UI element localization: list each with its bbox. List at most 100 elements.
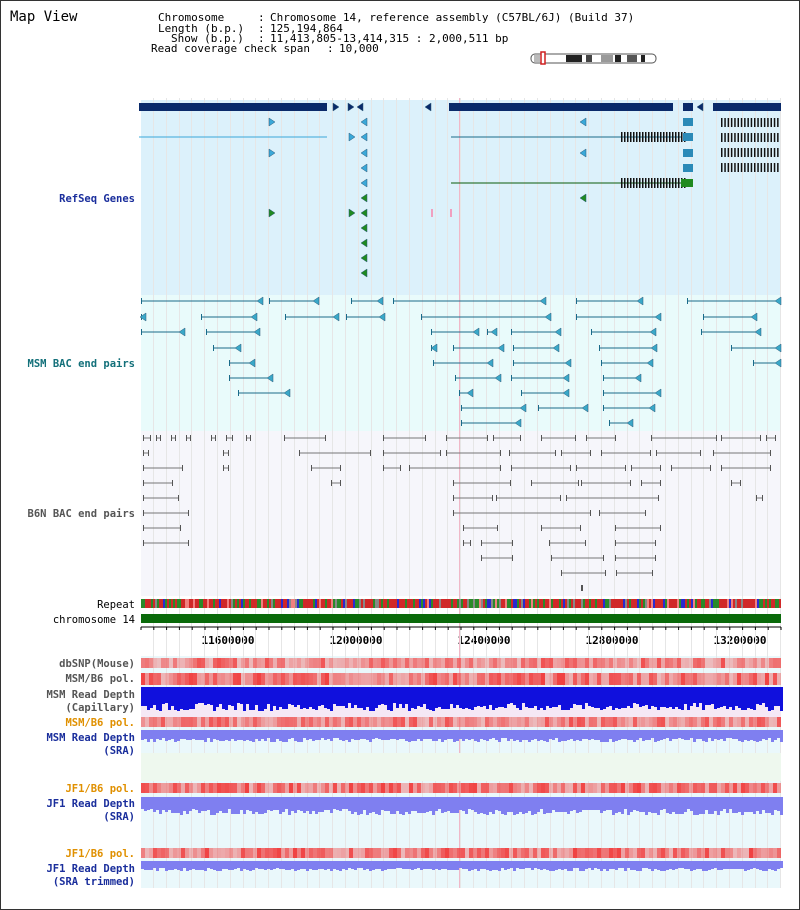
polymorphism-cell — [257, 717, 261, 727]
gene-feature — [683, 118, 693, 126]
repeat-element — [299, 599, 301, 608]
polymorphism-cell — [713, 673, 717, 685]
read-depth-bar — [237, 687, 240, 703]
read-depth-bar — [621, 861, 624, 868]
read-depth-bar — [378, 861, 381, 869]
bac-end — [641, 480, 642, 486]
polymorphism-cell — [481, 717, 485, 727]
read-depth-bar — [456, 861, 459, 870]
repeat-element — [635, 599, 637, 608]
jf1-read-depth-sra-sublabel: (SRA) — [103, 811, 135, 823]
exon-mark — [642, 132, 644, 142]
read-depth-bar — [645, 687, 648, 705]
read-depth-bar — [171, 797, 174, 813]
polymorphism-cell — [677, 658, 681, 668]
polymorphism-cell — [477, 783, 481, 793]
polymorphism-cell — [725, 658, 729, 668]
read-depth-bar — [225, 861, 228, 869]
repeat-element — [509, 599, 511, 608]
read-depth-bar — [441, 861, 444, 869]
read-depth-bar — [768, 861, 771, 869]
polymorphism-cell — [433, 848, 437, 858]
polymorphism-cell — [433, 783, 437, 793]
bac-end — [562, 373, 570, 383]
polymorphism-cell — [569, 783, 573, 793]
read-depth-bar — [144, 730, 147, 739]
exon-mark — [730, 148, 733, 157]
read-depth-bar — [213, 730, 216, 739]
polymorphism-cell — [509, 717, 513, 727]
bac-end — [453, 480, 454, 486]
repeat-element — [343, 599, 345, 608]
polymorphism-cell — [333, 658, 337, 668]
exon-mark — [754, 163, 756, 172]
polymorphism-cell — [329, 783, 333, 793]
repeat-element — [637, 599, 639, 608]
polymorphism-cell — [397, 783, 401, 793]
polymorphism-cell — [509, 673, 513, 685]
read-depth-bar — [480, 730, 483, 739]
polymorphism-cell — [201, 658, 205, 668]
bac-end — [513, 345, 514, 351]
polymorphism-cell — [505, 673, 509, 685]
read-depth-bar — [396, 861, 399, 868]
read-depth-bar — [285, 730, 288, 742]
repeat-element — [307, 599, 309, 608]
exon-mark — [747, 163, 749, 172]
repeat-element — [775, 599, 777, 608]
read-depth-bar — [513, 797, 516, 815]
bac-end — [497, 343, 505, 353]
repeat-element — [495, 599, 497, 608]
read-depth-bar — [288, 730, 291, 739]
read-depth-bar — [582, 861, 585, 871]
polymorphism-cell — [737, 717, 741, 727]
polymorphism-cell — [685, 783, 689, 793]
polymorphism-cell — [717, 717, 721, 727]
read-depth-bar — [201, 687, 204, 703]
bac-end — [283, 388, 291, 398]
bac-end — [246, 435, 247, 441]
read-depth-bar — [708, 797, 711, 814]
read-depth-bar — [744, 861, 747, 871]
read-depth-bar — [195, 687, 198, 704]
polymorphism-cell — [593, 848, 597, 858]
polymorphism-cell — [737, 783, 741, 793]
read-depth-bar — [240, 797, 243, 810]
polymorphism-cell — [213, 658, 217, 668]
bac-end — [511, 465, 512, 471]
exon-mark — [750, 163, 753, 172]
gene-arrow — [579, 117, 587, 127]
gene-feature — [683, 149, 693, 157]
polymorphism-cell — [413, 848, 417, 858]
polymorphism-cell — [601, 717, 605, 727]
polymorphism-cell — [773, 673, 777, 685]
polymorphism-cell — [397, 658, 401, 668]
polymorphism-cell — [713, 717, 717, 727]
read-depth-bar — [690, 730, 693, 738]
polymorphism-cell — [613, 848, 617, 858]
read-depth-bar — [690, 797, 693, 811]
polymorphism-cell — [385, 717, 389, 727]
polymorphism-cell — [573, 783, 577, 793]
repeat-element — [715, 599, 717, 608]
read-depth-bar — [411, 730, 414, 741]
polymorphism-cell — [353, 848, 357, 858]
read-depth-bar — [537, 730, 540, 741]
grid-line — [652, 98, 653, 888]
polymorphism-cell — [165, 783, 169, 793]
repeat-element — [503, 599, 505, 608]
read-depth-bar — [492, 861, 495, 870]
polymorphism-cell — [349, 673, 353, 685]
read-depth-bar — [279, 861, 282, 869]
read-depth-bar — [270, 797, 273, 811]
bac-end — [560, 495, 561, 501]
polymorphism-cell — [161, 673, 165, 685]
polymorphism-cell — [293, 658, 297, 668]
read-depth-bar — [564, 861, 567, 869]
polymorphism-cell — [545, 673, 549, 685]
polymorphism-cell — [501, 783, 505, 793]
grid-line — [511, 98, 512, 888]
read-depth-bar — [144, 797, 147, 811]
bac-end — [455, 375, 456, 381]
